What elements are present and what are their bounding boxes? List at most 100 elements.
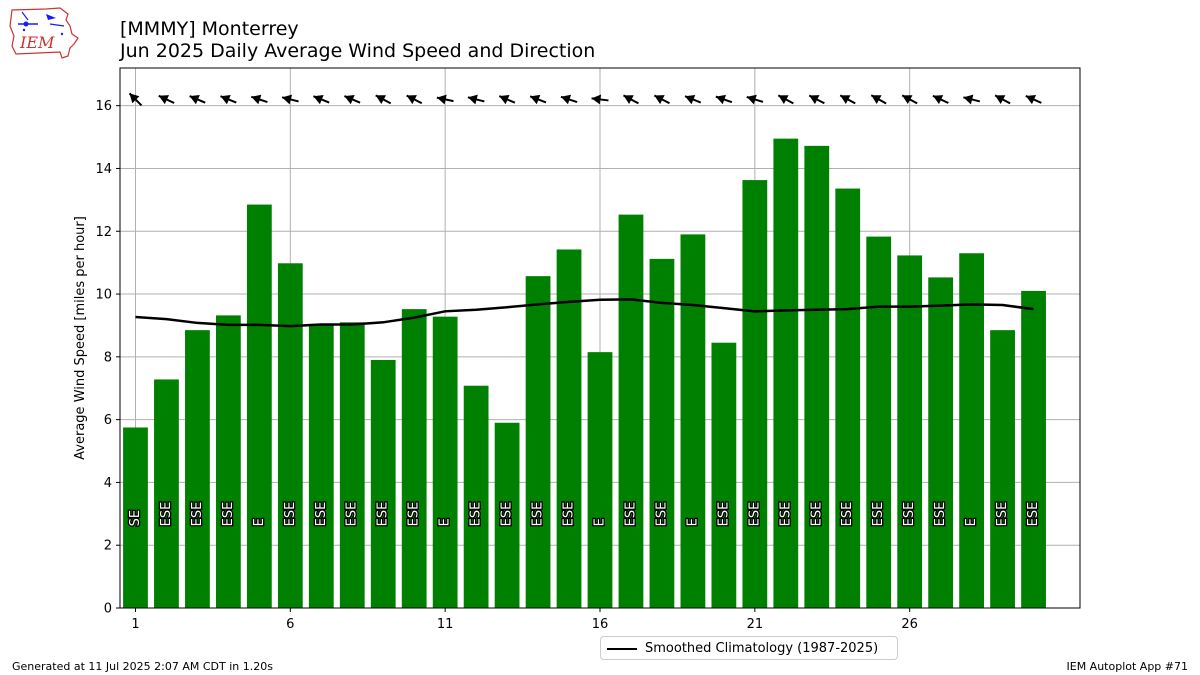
wind-direction-arrow <box>281 94 299 105</box>
wind-direction-label: ESE <box>747 502 762 527</box>
wind-direction-label: ESE <box>283 502 298 527</box>
x-tick-label: 11 <box>437 617 454 632</box>
wind-direction-label: ESE <box>562 502 577 527</box>
wind-direction-arrow <box>1025 95 1042 105</box>
wind-direction-arrow <box>591 94 609 105</box>
wind-direction-label: ESE <box>623 502 638 527</box>
y-tick-label: 14 <box>95 162 112 177</box>
y-tick-label: 16 <box>95 99 112 114</box>
x-tick-label: 21 <box>747 617 764 632</box>
wind-speed-bar <box>897 255 923 608</box>
wind-direction-arrow <box>932 94 949 105</box>
wind-direction-label: ESE <box>221 502 236 527</box>
wind-speed-bar <box>618 214 644 608</box>
wind-direction-arrow <box>313 94 330 105</box>
wind-speed-bar <box>773 138 799 609</box>
app-label: IEM Autoplot App #71 <box>1066 660 1189 673</box>
wind-direction-label: E <box>593 518 608 526</box>
wind-direction-arrow <box>220 94 237 105</box>
wind-direction-arrow <box>963 94 981 105</box>
wind-direction-arrow <box>839 94 856 105</box>
wind-speed-bar <box>742 180 768 608</box>
wind-direction-label: ESE <box>190 502 205 527</box>
wind-direction-arrow <box>375 94 392 105</box>
chart-title-station: [MMMY] Monterrey <box>120 18 299 40</box>
wind-direction-label: SE <box>128 510 143 526</box>
x-tick-label: 1 <box>131 617 139 632</box>
wind-direction-arrow <box>684 94 702 105</box>
generated-timestamp: Generated at 11 Jul 2025 2:07 AM CDT in … <box>12 660 273 673</box>
bars <box>123 138 1046 609</box>
wind-speed-bar <box>959 253 984 609</box>
wind-direction-label: ESE <box>159 502 174 527</box>
wind-speed-bar <box>556 249 582 608</box>
wind-speed-bar <box>866 236 892 608</box>
wind-speed-bar <box>463 385 489 608</box>
climatology <box>135 298 1034 328</box>
wind-direction-arrow <box>994 94 1011 105</box>
wind-direction-label: ESE <box>314 502 329 527</box>
wind-speed-bar <box>339 322 365 608</box>
wind-direction-label: ESE <box>995 502 1010 527</box>
wind-speed-bar <box>711 342 737 608</box>
wind-direction-arrow <box>467 94 485 105</box>
wind-direction-label: ESE <box>809 502 824 527</box>
y-tick-label: 0 <box>104 602 112 617</box>
wind-direction-label: E <box>685 518 700 526</box>
wind-direction-label: ESE <box>345 502 360 527</box>
wind-direction-arrow <box>746 94 764 105</box>
wind-direction-arrow <box>344 94 361 105</box>
wind-direction-arrow <box>808 94 825 105</box>
wind-speed-bar <box>246 204 272 608</box>
wind-direction-arrow <box>622 94 639 105</box>
wind-direction-label: ESE <box>933 502 948 527</box>
wind-direction-arrow <box>653 94 670 105</box>
wind-speed-bar <box>804 145 830 608</box>
wind-direction-label: E <box>964 518 979 526</box>
wind-direction-label: ESE <box>469 502 484 527</box>
wind-direction-arrow <box>406 94 423 105</box>
wind-speed-bar <box>370 359 396 608</box>
y-tick-label: 12 <box>95 225 112 240</box>
wind-direction-label: ESE <box>407 502 422 527</box>
legend-swatch-climatology <box>607 648 637 650</box>
wind-direction-label: ESE <box>1026 502 1041 527</box>
wind-direction-arrow <box>901 94 918 105</box>
wind-direction-arrow <box>158 94 175 105</box>
wind-speed-bar <box>835 188 861 608</box>
wind-direction-arrow <box>560 94 578 105</box>
wind-speed-bar <box>277 263 303 608</box>
wind-direction-arrow <box>250 94 268 105</box>
wind-direction-label: E <box>252 518 267 526</box>
y-tick-label: 2 <box>104 539 112 554</box>
wind-direction-label: ESE <box>778 502 793 527</box>
y-tick-label: 10 <box>95 288 112 303</box>
y-tick-label: 8 <box>104 350 112 365</box>
wind-speed-bar <box>401 309 427 608</box>
x-tick-label: 16 <box>592 617 609 632</box>
legend-label-climatology: Smoothed Climatology (1987-2025) <box>645 641 879 656</box>
wind-speed-bar <box>990 330 1015 608</box>
direction-arrows <box>128 92 1042 107</box>
wind-direction-arrow <box>128 92 143 107</box>
wind-direction-label: ESE <box>376 502 391 527</box>
wind-direction-label: ESE <box>902 502 917 527</box>
wind-speed-bar <box>308 323 334 608</box>
wind-direction-label: ESE <box>500 502 515 527</box>
wind-direction-arrow <box>715 94 733 105</box>
wind-direction-label: ESE <box>531 502 546 527</box>
wind-speed-bar <box>123 427 148 608</box>
x-tick-label: 6 <box>286 617 294 632</box>
chart-title: Jun 2025 Daily Average Wind Speed and Di… <box>120 40 596 62</box>
iem-logo: IEM <box>9 7 79 59</box>
wind-speed-bar <box>928 277 954 608</box>
wind-direction-arrow <box>870 94 887 105</box>
wind-direction-arrow <box>498 94 516 105</box>
wind-direction-label: ESE <box>840 502 855 527</box>
wind-direction-label: E <box>438 518 453 526</box>
wind-direction-label: ESE <box>716 502 731 527</box>
y-tick-label: 6 <box>104 413 112 428</box>
wind-speed-bar <box>587 352 613 608</box>
